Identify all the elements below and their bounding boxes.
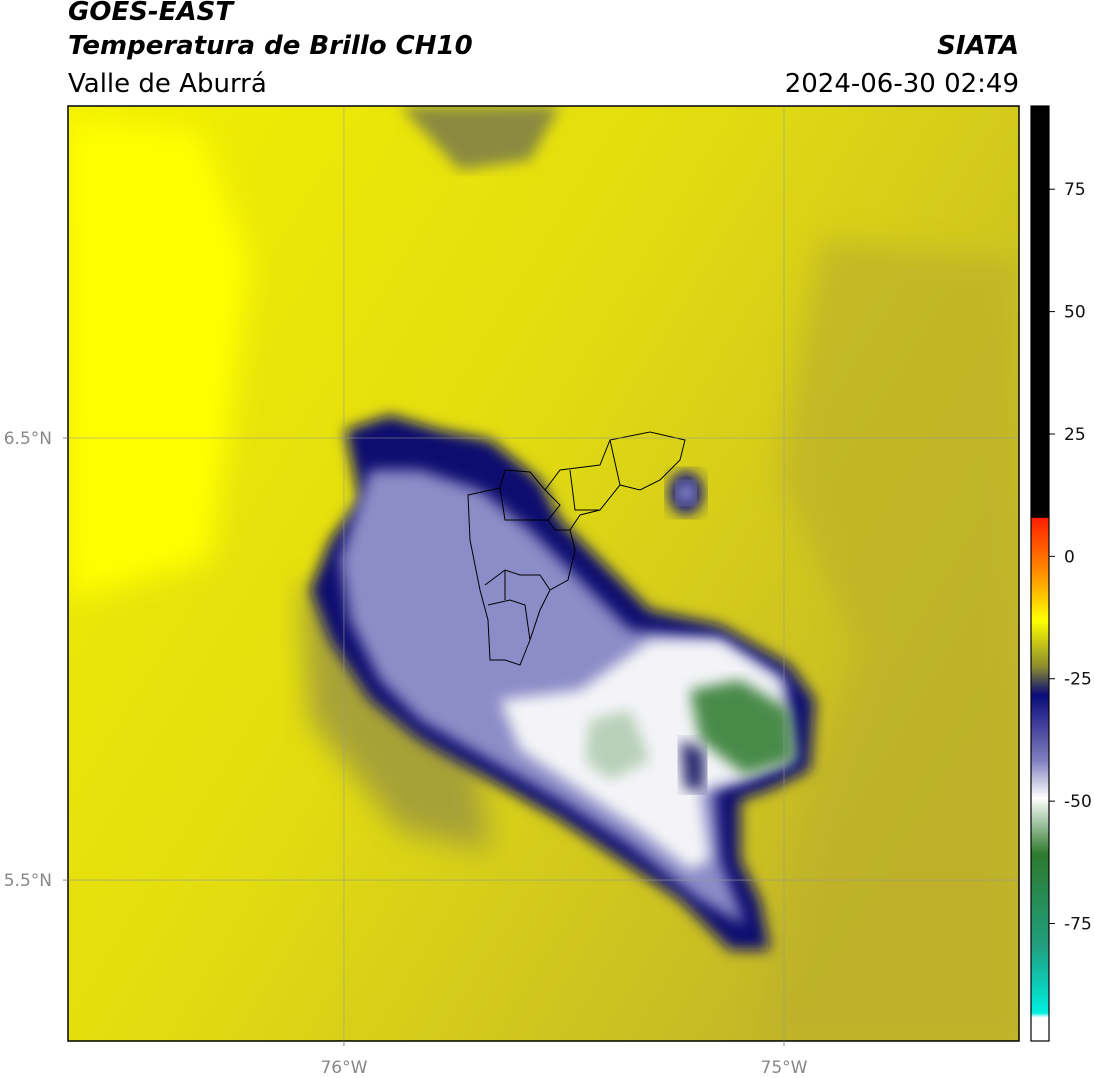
colorbar-tick-label: 0 <box>1064 547 1075 567</box>
datetime: 2024-06-30 02:49 <box>785 69 1019 99</box>
colorbar <box>1030 105 1050 1042</box>
satellite: GOES-EAST <box>68 0 235 27</box>
map-frame <box>67 105 1020 1042</box>
lon-tick-label: 75°W <box>761 1058 808 1078</box>
colorbar-tick-label: -50 <box>1064 792 1092 812</box>
colorbar-tick-label: 50 <box>1064 303 1086 323</box>
colorbar-tick-label: -25 <box>1064 670 1092 690</box>
municipal-boundaries <box>467 431 686 666</box>
lat-tick-label: 5.5°N <box>4 871 52 891</box>
lat-tick-label: 6.5°N <box>4 429 52 449</box>
colorbar-tick-label: 25 <box>1064 425 1086 445</box>
source: SIATA <box>937 31 1019 61</box>
product: Temperatura de Brillo CH10 <box>68 31 473 61</box>
map-image <box>68 106 1019 1041</box>
colorbar-tick-label: -75 <box>1064 915 1092 935</box>
lon-tick-label: 76°W <box>320 1058 367 1078</box>
graticule <box>68 106 1019 1041</box>
region: Valle de Aburrá <box>68 69 267 99</box>
colorbar-tick-label: 75 <box>1064 180 1086 200</box>
